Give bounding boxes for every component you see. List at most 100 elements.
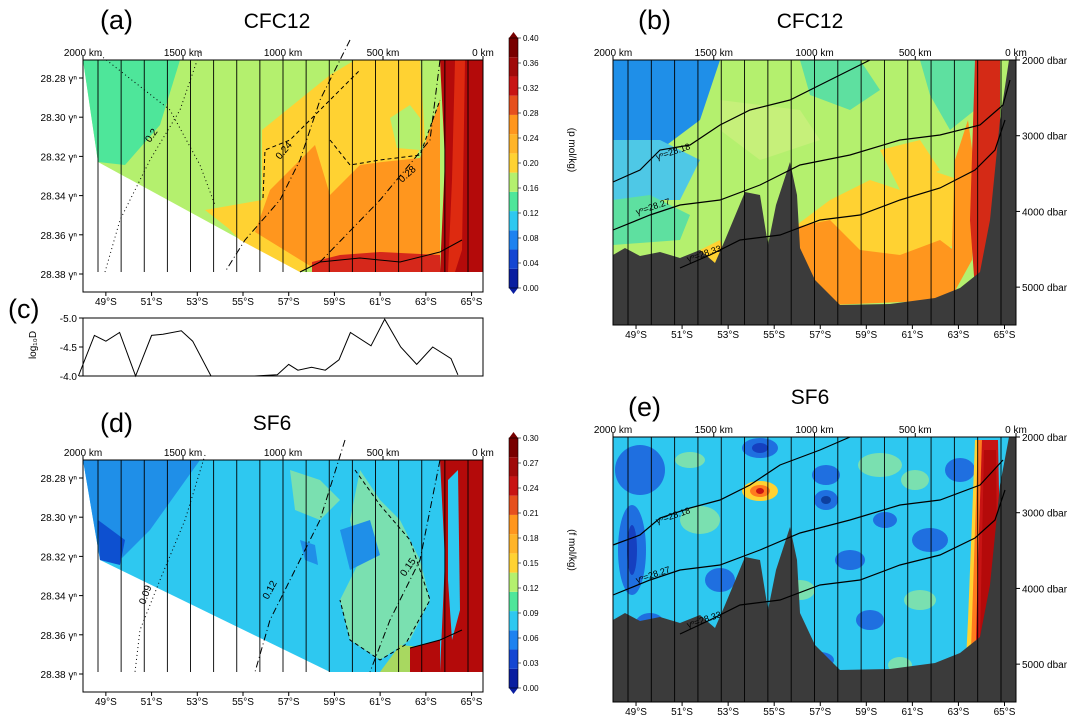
colorbar-tick-label: 0.18: [523, 534, 539, 543]
y-axis-label: 28.36 γⁿ: [41, 631, 78, 642]
colorbar-segment: [509, 76, 518, 96]
bottom-axis-label: 49°S: [625, 707, 647, 718]
top-axis-a: 2000 km 1500 km 1000 km 500 km 0 km: [64, 48, 494, 60]
chart-title-a: CFC12: [244, 10, 311, 33]
panel-c: (c) log₁₀D -5.0 -4.5 -4.0: [8, 294, 484, 383]
right-axis-e: 2000 dbar 3000 dbar 4000 dbar 5000 dbar: [1016, 433, 1068, 671]
right-axis-label: 3000 dbar: [1022, 132, 1068, 143]
colorbar-tick-label: 0.21: [523, 509, 539, 518]
colorbar-tick-label: 0.36: [523, 59, 539, 68]
bottom-axis-label: 51°S: [141, 297, 163, 308]
colorbar-segment: [509, 649, 518, 669]
colorbar-tick-label: 0.00: [523, 284, 539, 293]
top-axis-label: 0 km: [1005, 425, 1027, 436]
colorbar-tick-label: 0.24: [523, 134, 539, 143]
chart-title-e: SF6: [791, 386, 830, 409]
bottom-axis-label: 49°S: [95, 697, 117, 708]
bottom-axis-b: 49°S 51°S 53°S 55°S 57°S 59°S 61°S 63°S 65°S: [625, 325, 1016, 341]
contour-lines-a: [99, 39, 463, 273]
bottom-axis-label: 55°S: [232, 297, 254, 308]
bottom-axis-label: 65°S: [461, 697, 483, 708]
bottom-axis-label: 65°S: [994, 707, 1016, 718]
chart-title-d: SF6: [253, 412, 292, 435]
colorbar-segment: [509, 630, 518, 650]
top-axis-d: 2000 km 1500 km 1000 km 500 km 0 km: [64, 448, 494, 460]
colorbar-tick-label: 0.06: [523, 634, 539, 643]
bottom-axis-label: 49°S: [625, 330, 647, 341]
colorbar-segment: [509, 514, 518, 535]
y-axis-label: 28.28 γⁿ: [41, 474, 78, 485]
colorbar-segment: [509, 249, 518, 269]
top-axis-label: 500 km: [367, 48, 400, 59]
top-axis-label: 0 km: [472, 48, 494, 59]
bottom-axis-label: 51°S: [671, 707, 693, 718]
panel-a: (a) CFC12 0.2 0.24 0.28 2000 km 1500 km: [41, 5, 494, 308]
bottom-axis-label: 61°S: [901, 707, 923, 718]
bottom-axis-label: 61°S: [901, 330, 923, 341]
isopycnals-b: [612, 59, 1011, 269]
top-axis-e: 2000 km 1500 km 1000 km 500 km 0 km: [594, 425, 1027, 437]
bottom-axis-label: 63°S: [415, 297, 437, 308]
bottom-axis-d: 49°S 51°S 53°S 55°S 57°S 59°S 61°S 63°S 65°S: [95, 692, 483, 708]
bottom-axis-label: 59°S: [324, 297, 346, 308]
section-lines-e: [627, 437, 1002, 702]
right-axis-label: 4000 dbar: [1022, 207, 1068, 218]
bottom-axis-label: 55°S: [763, 707, 785, 718]
panel-label-b: (b): [638, 5, 671, 35]
right-axis-b: 2000 dbar 3000 dbar 4000 dbar 5000 dbar: [1016, 56, 1068, 294]
colorbar-segment: [509, 553, 518, 573]
y-axis-label: 28.30 γⁿ: [41, 113, 78, 124]
top-axis-label: 0 km: [472, 448, 494, 459]
colorbar-d: 0.00 0.03 0.06 0.09 0.12 0.15 0.18 0.21 0.24 0.27…: [508, 432, 539, 694]
bottom-axis-e: 49°S 51°S 53°S 55°S 57°S 59°S 61°S 63°S 65°S: [625, 702, 1016, 718]
contour-lines-d: [134, 439, 463, 673]
colorbar-tick-label: 0.12: [523, 584, 539, 593]
colorbar-segment: [509, 191, 518, 212]
colorbar-tick-label: 0.03: [523, 659, 539, 668]
colorbar-segment: [509, 572, 518, 592]
y-axis-label: 28.28 γⁿ: [41, 74, 78, 85]
top-axis-label: 1000 km: [795, 425, 833, 436]
colorbar-tick-label: 0.00: [523, 684, 539, 693]
top-axis-label: 2000 km: [64, 448, 102, 459]
colorbar-segment: [509, 268, 518, 288]
colorbar-segment: [509, 230, 518, 250]
y-axis-label: 28.32 γⁿ: [41, 152, 78, 163]
y-axis-label-c: log₁₀D: [28, 331, 39, 359]
colorbar-tick-label: 0.08: [523, 234, 539, 243]
colorbar-tick-label: 0.20: [523, 159, 539, 168]
colorbar-label-d: (f mol/kg): [566, 529, 577, 571]
y-axis-a: 28.28 γⁿ 28.30 γⁿ 28.32 γⁿ 28.34 γⁿ 28.36 γⁿ…: [41, 74, 83, 281]
y-axis-label: 28.30 γⁿ: [41, 513, 78, 524]
panel-label-c: (c): [8, 294, 39, 324]
colorbar-tick-label: 0.12: [523, 209, 539, 218]
colorbar-bottom-cap: [509, 688, 518, 694]
colorbar-segment: [509, 38, 518, 58]
panel-label-d: (d): [100, 408, 133, 438]
top-axis-label: 500 km: [899, 48, 932, 59]
bottom-axis-label: 57°S: [278, 297, 300, 308]
colorbar-segment: [509, 114, 518, 135]
section-lines-d: [97, 460, 469, 672]
top-axis-label: 1500 km: [164, 48, 202, 59]
bottom-axis-label: 51°S: [671, 330, 693, 341]
colorbar-top-cap: [509, 432, 518, 438]
panel-d: (d) SF6 0.09 0.12 0.15 2000 km 1: [41, 408, 494, 708]
bottom-axis-label: 53°S: [186, 697, 208, 708]
bottom-axis-label: 61°S: [369, 697, 391, 708]
colorbar-segment: [509, 134, 518, 154]
panel-label-e: (e): [628, 392, 661, 422]
colorbar-segment: [509, 591, 518, 612]
y-axis-d: 28.28 γⁿ 28.30 γⁿ 28.32 γⁿ 28.34 γⁿ 28.36 γⁿ…: [41, 474, 83, 681]
section-lines-a: [97, 60, 469, 272]
colorbar-segment: [509, 95, 518, 115]
top-axis-label: 1500 km: [695, 425, 733, 436]
top-axis-label: 2000 km: [594, 48, 632, 59]
colorbar-segment: [509, 457, 518, 477]
right-axis-label: 5000 dbar: [1022, 283, 1068, 294]
colorbar-tick-label: 0.32: [523, 84, 539, 93]
colorbar-tick-label: 0.30: [523, 434, 539, 443]
bottom-axis-label: 49°S: [95, 297, 117, 308]
top-axis-label: 0 km: [1005, 48, 1027, 59]
